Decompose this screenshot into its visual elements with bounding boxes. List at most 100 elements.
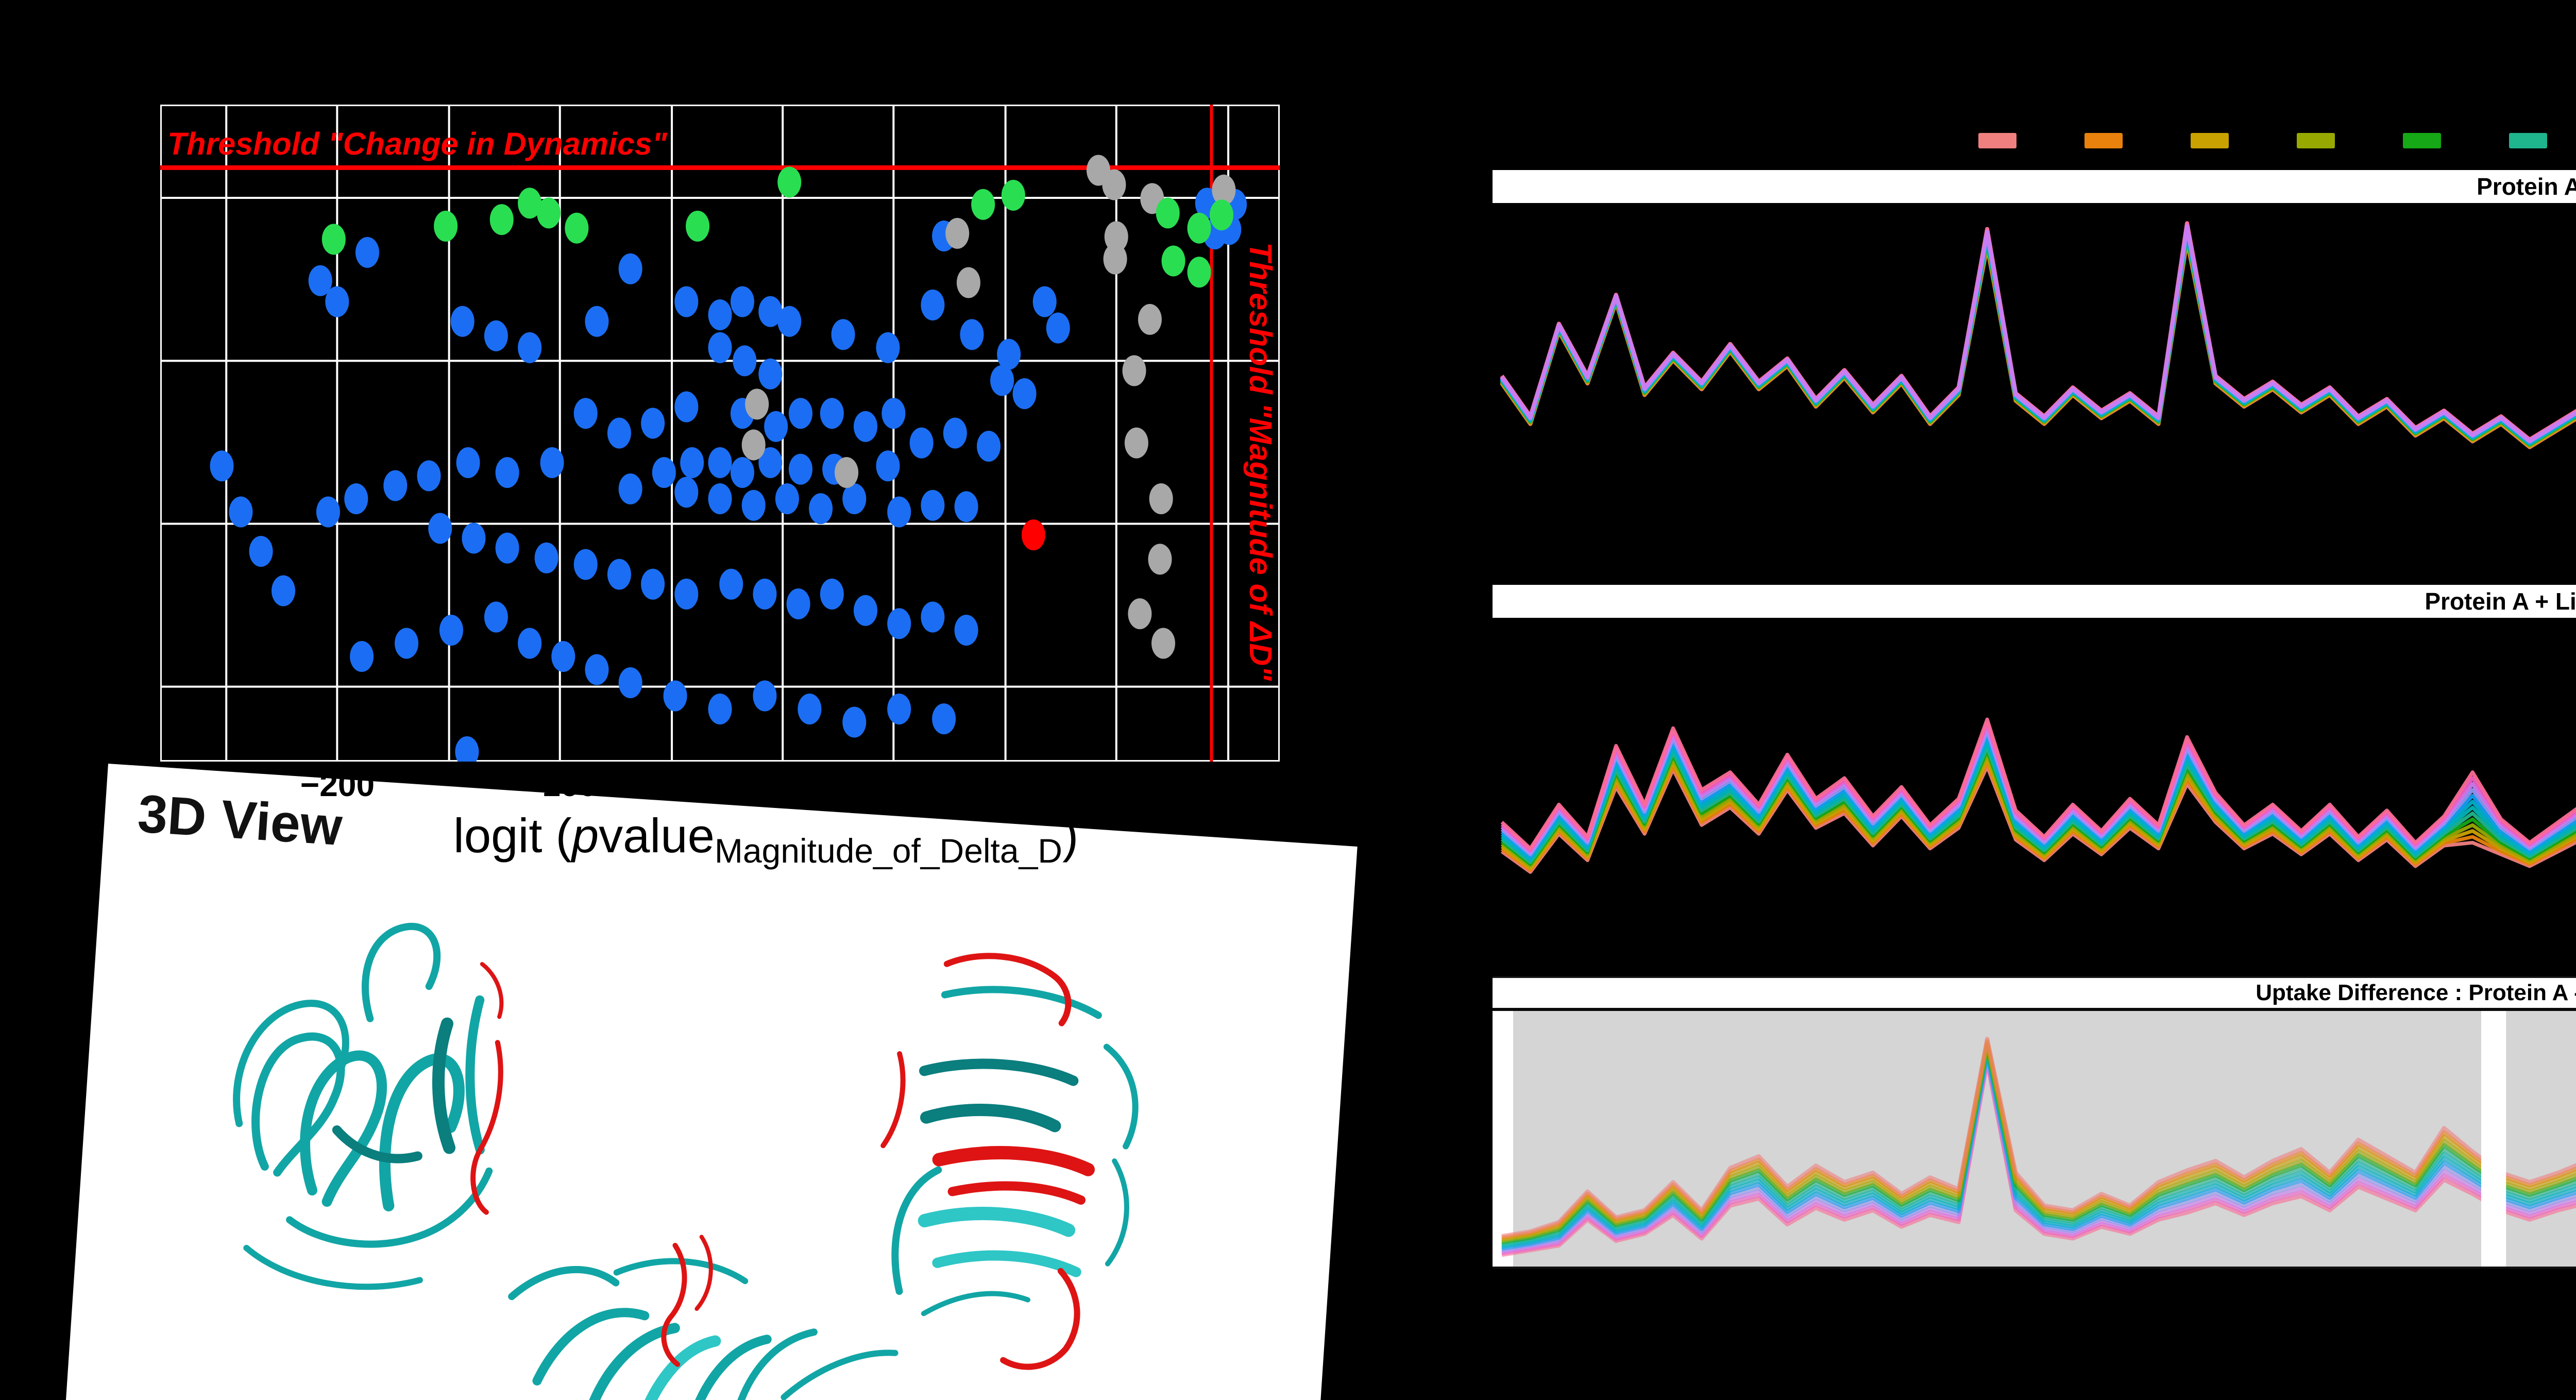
volcano-point-blue[interactable]	[395, 628, 419, 659]
volcano-point-green[interactable]	[1156, 197, 1180, 229]
volcano-point-green[interactable]	[321, 224, 346, 255]
volcano-point-blue[interactable]	[788, 453, 812, 485]
volcano-point-blue[interactable]	[344, 483, 368, 514]
volcano-point-blue[interactable]	[663, 680, 687, 712]
volcano-point-blue[interactable]	[607, 559, 631, 590]
volcano-point-grey[interactable]	[745, 389, 769, 420]
volcano-point-blue[interactable]	[764, 411, 788, 442]
volcano-point-blue[interactable]	[674, 578, 699, 610]
volcano-point-blue[interactable]	[674, 286, 699, 317]
volcano-point-blue[interactable]	[249, 536, 273, 567]
volcano-point-blue[interactable]	[355, 237, 380, 268]
volcano-point-blue[interactable]	[887, 496, 911, 528]
volcano-point-blue[interactable]	[708, 299, 732, 330]
volcano-point-blue[interactable]	[733, 345, 757, 377]
volcano-point-blue[interactable]	[909, 427, 934, 459]
volcano-point-blue[interactable]	[921, 601, 945, 633]
volcano-point-blue[interactable]	[820, 578, 844, 610]
volcano-point-blue[interactable]	[618, 473, 642, 504]
volcano-point-blue[interactable]	[758, 447, 783, 478]
volcano-point-blue[interactable]	[753, 578, 777, 610]
volcano-point-blue[interactable]	[887, 608, 911, 639]
volcano-point-blue[interactable]	[585, 654, 609, 685]
uptake-difference-chart[interactable]	[1493, 1011, 2576, 1269]
volcano-point-blue[interactable]	[775, 483, 799, 514]
volcano-point-blue[interactable]	[882, 398, 906, 429]
volcano-point-blue[interactable]	[753, 680, 777, 712]
volcano-point-green[interactable]	[1001, 179, 1025, 211]
volcano-point-blue[interactable]	[741, 490, 766, 521]
volcano-point-blue[interactable]	[618, 667, 642, 698]
volcano-point-blue[interactable]	[853, 411, 877, 442]
volcano-point-blue[interactable]	[518, 332, 542, 363]
volcano-point-blue[interactable]	[573, 549, 598, 580]
volcano-point-blue[interactable]	[1032, 286, 1057, 317]
volcano-point-blue[interactable]	[325, 286, 349, 317]
legend-swatch-3[interactable]	[2191, 133, 2229, 148]
volcano-point-blue[interactable]	[820, 398, 844, 429]
volcano-point-blue[interactable]	[921, 490, 945, 521]
volcano-point-blue[interactable]	[954, 615, 978, 646]
legend-swatch-4[interactable]	[2297, 133, 2335, 148]
volcano-point-green[interactable]	[565, 212, 589, 244]
volcano-point-grey[interactable]	[1212, 174, 1236, 206]
volcano-point-blue[interactable]	[484, 320, 508, 351]
volcano-point-blue[interactable]	[954, 491, 978, 522]
volcano-point-grey[interactable]	[1148, 544, 1172, 575]
volcano-point-green[interactable]	[971, 189, 995, 220]
volcano-point-grey[interactable]	[1104, 221, 1128, 252]
volcano-point-blue[interactable]	[842, 706, 867, 738]
volcano-point-grey[interactable]	[1102, 169, 1126, 200]
volcano-point-green[interactable]	[777, 166, 802, 198]
volcano-point-blue[interactable]	[887, 694, 911, 724]
volcano-point-blue[interactable]	[798, 694, 822, 724]
volcano-point-blue[interactable]	[551, 641, 575, 672]
volcano-point-blue[interactable]	[652, 457, 676, 488]
volcano-point-blue[interactable]	[708, 447, 732, 478]
volcano-point-blue[interactable]	[1012, 378, 1037, 409]
volcano-point-blue[interactable]	[708, 483, 732, 514]
volcano-point-blue[interactable]	[674, 391, 699, 423]
volcano-point-blue[interactable]	[1046, 312, 1070, 344]
volcano-point-blue[interactable]	[809, 493, 833, 525]
legend-swatch-2[interactable]	[2084, 133, 2123, 148]
volcano-point-blue[interactable]	[943, 417, 967, 449]
volcano-point-green[interactable]	[1187, 257, 1211, 288]
volcano-point-blue[interactable]	[960, 319, 984, 350]
volcano-point-green[interactable]	[434, 210, 458, 242]
volcano-point-blue[interactable]	[455, 736, 479, 762]
volcano-point-blue[interactable]	[518, 628, 542, 659]
volcano-point-blue[interactable]	[977, 431, 1001, 462]
volcano-point-blue[interactable]	[788, 398, 812, 429]
volcano-point-blue[interactable]	[680, 447, 704, 478]
volcano-point-blue[interactable]	[876, 332, 900, 363]
volcano-point-grey[interactable]	[1138, 303, 1162, 335]
volcano-point-blue[interactable]	[876, 450, 900, 482]
volcano-point-green[interactable]	[1161, 245, 1185, 277]
volcano-point-blue[interactable]	[534, 542, 558, 574]
volcano-point-green[interactable]	[1210, 199, 1234, 231]
volcano-point-blue[interactable]	[210, 450, 234, 482]
volcano-point-blue[interactable]	[921, 289, 945, 321]
volcano-point-grey[interactable]	[1128, 598, 1152, 630]
volcano-point-green[interactable]	[686, 210, 710, 242]
volcano-point-grey[interactable]	[1151, 628, 1176, 659]
volcano-point-blue[interactable]	[450, 306, 474, 337]
volcano-point-blue[interactable]	[439, 615, 463, 646]
volcano-point-blue[interactable]	[831, 319, 855, 350]
volcano-point-grey[interactable]	[741, 429, 766, 461]
volcano-point-blue[interactable]	[618, 253, 642, 284]
volcano-point-blue[interactable]	[417, 460, 441, 492]
volcano-point-blue[interactable]	[272, 575, 296, 606]
volcano-point-blue[interactable]	[758, 296, 783, 327]
volcano-point-grey[interactable]	[1124, 427, 1148, 459]
volcano-point-grey[interactable]	[945, 217, 970, 249]
volcano-point-grey[interactable]	[956, 267, 980, 298]
volcano-point-grey[interactable]	[1122, 355, 1146, 386]
volcano-point-red[interactable]	[1021, 519, 1045, 551]
volcano-point-green[interactable]	[1187, 212, 1211, 244]
legend-swatch-1[interactable]	[1978, 133, 2016, 148]
volcano-point-grey[interactable]	[1103, 243, 1127, 275]
volcano-point-blue[interactable]	[708, 694, 732, 724]
volcano-point-blue[interactable]	[777, 306, 802, 337]
